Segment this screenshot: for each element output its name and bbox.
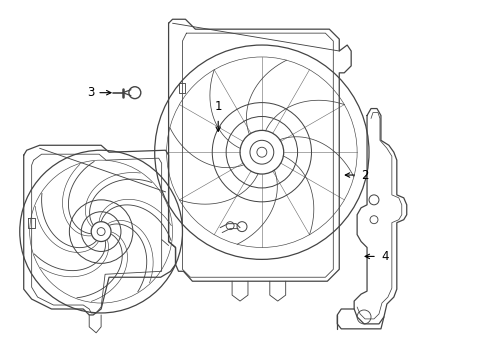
Text: 4: 4 — [380, 250, 387, 263]
Text: 3: 3 — [86, 86, 94, 99]
Text: 1: 1 — [214, 99, 222, 113]
Text: 2: 2 — [360, 168, 368, 181]
